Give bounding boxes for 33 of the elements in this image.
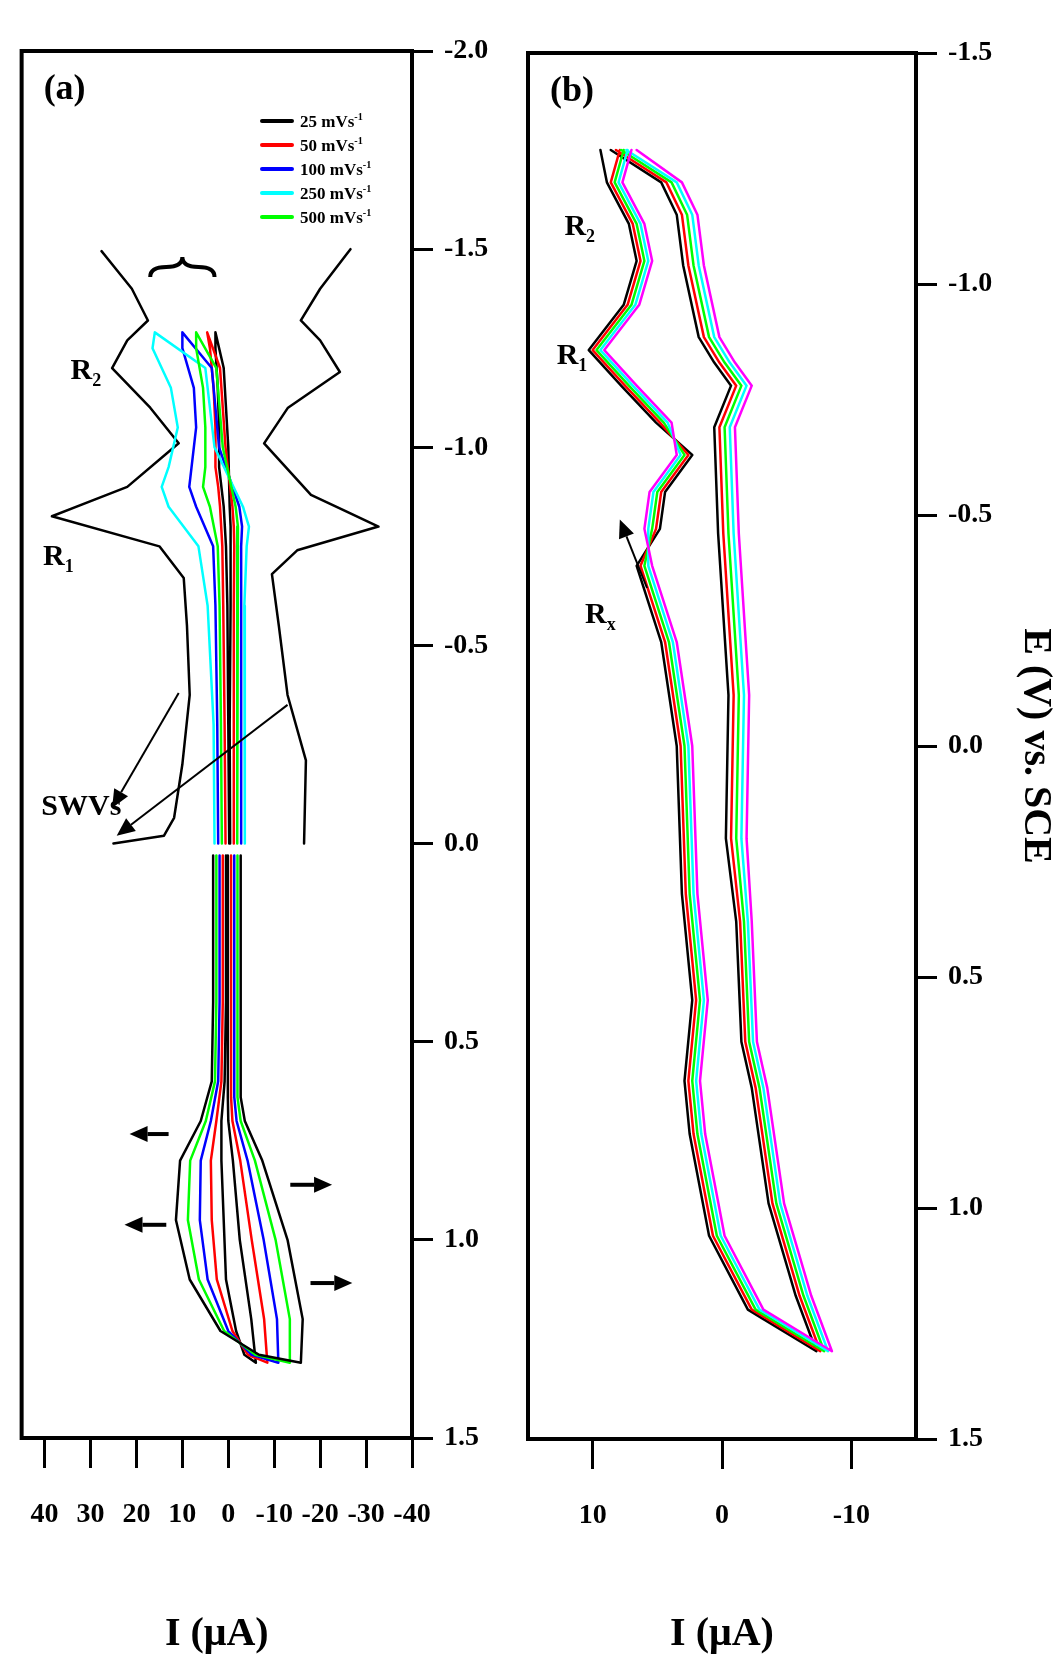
y-tick-label: 0.0 [948, 728, 983, 760]
y-tick-label: -1.0 [444, 429, 489, 461]
annotation: (b) [550, 69, 594, 109]
y-tick-label: 0.5 [948, 959, 983, 991]
x-tick-label: -10 [832, 1498, 870, 1530]
y-tick-label: -0.5 [444, 627, 489, 659]
y-axis-title: E (V) vs. SCE [1015, 628, 1061, 864]
y-tick-label: -0.5 [948, 497, 993, 529]
y-tick-label: -2.0 [444, 33, 489, 65]
y-tick-label: 1.0 [444, 1222, 479, 1254]
x-tick-label: 0 [715, 1498, 729, 1530]
y-tick-label: 1.5 [444, 1420, 479, 1452]
x-tick-label: -40 [393, 1497, 431, 1529]
x-tick-label: 10 [578, 1498, 607, 1530]
y-tick-label: 0.5 [444, 1023, 479, 1055]
x-tick-label: -30 [347, 1497, 385, 1529]
x-tick-label: 0 [221, 1497, 236, 1529]
x-tick-label: -20 [301, 1497, 339, 1529]
y-tick-label: 1.0 [948, 1190, 983, 1222]
y-tick-label: -1.5 [948, 35, 993, 67]
x-tick-label: 30 [76, 1497, 105, 1529]
x-axis-title: I (μA) [670, 1609, 774, 1655]
x-tick-label: 10 [168, 1497, 197, 1529]
x-axis-title: I (μA) [164, 1609, 269, 1655]
x-tick-label: -10 [255, 1497, 293, 1529]
annotation: SWVs [41, 787, 122, 821]
y-tick-label: 0.0 [444, 825, 479, 857]
y-tick-label: 1.5 [948, 1421, 983, 1453]
x-tick-label: 20 [122, 1497, 151, 1529]
y-tick-label: -1.0 [948, 266, 993, 298]
annotation: (a) [43, 67, 86, 107]
x-tick-label: 40 [30, 1497, 59, 1529]
y-tick-label: -1.5 [444, 231, 489, 263]
